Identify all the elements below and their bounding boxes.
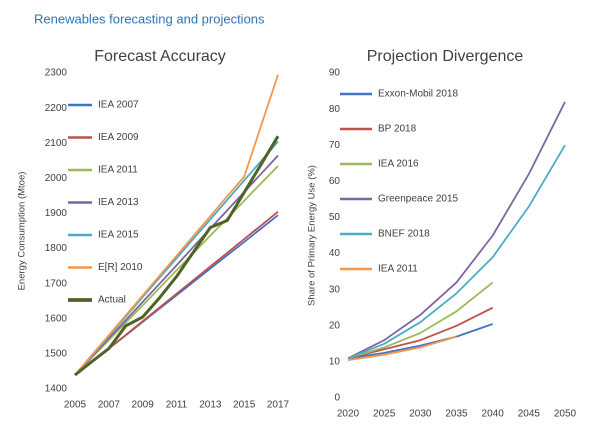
x-tick-label: 2030: [409, 409, 432, 420]
y-tick-label: 1700: [45, 278, 68, 289]
legend-label: Actual: [98, 295, 126, 306]
series-line: [347, 335, 457, 361]
y-tick-label: 2300: [45, 68, 68, 79]
chart-title: Forecast Accuracy: [94, 48, 226, 65]
y-tick-label: 60: [329, 176, 341, 187]
y-axis-label: Energy Consumption (Mtoe): [17, 172, 28, 291]
page-title: Renewables forecasting and projections: [34, 11, 265, 26]
legend-label: IEA 2009: [98, 132, 139, 143]
y-tick-label: 2100: [45, 138, 68, 149]
y-tick-label: 80: [329, 104, 341, 115]
series-line: [347, 306, 494, 360]
legend-label: IEA 2015: [98, 230, 139, 241]
y-tick-label: 2000: [45, 173, 68, 184]
x-tick-label: 2009: [132, 400, 155, 411]
y-tick-label: 50: [329, 212, 341, 223]
series-line: [347, 323, 493, 360]
series-line: [347, 281, 494, 360]
legend-label: IEA 2011: [98, 165, 138, 176]
legend-label: BP 2018: [378, 124, 417, 135]
y-tick-label: 10: [329, 357, 341, 368]
y-tick-label: 1800: [45, 243, 68, 254]
x-tick-label: 2013: [199, 400, 222, 411]
chart-title: Projection Divergence: [367, 48, 524, 65]
y-tick-label: 1600: [45, 313, 68, 324]
legend-label: IEA 2007: [98, 100, 139, 111]
legend-label: IEA 2013: [98, 197, 139, 208]
y-tick-label: 1400: [45, 384, 68, 395]
x-tick-label: 2007: [98, 400, 121, 411]
legend-label: E[R] 2010: [98, 262, 143, 273]
x-tick-label: 2020: [337, 409, 360, 420]
series-line: [347, 144, 566, 360]
y-tick-label: 0: [334, 393, 340, 404]
y-tick-label: 70: [329, 140, 341, 151]
legend-label: IEA 2011: [378, 264, 418, 275]
series-line: [74, 135, 280, 377]
x-tick-label: 2050: [554, 409, 577, 420]
y-tick-label: 40: [329, 248, 341, 259]
x-tick-label: 2005: [64, 400, 87, 411]
series-line: [74, 74, 279, 376]
x-tick-label: 2040: [482, 409, 505, 420]
series-line: [74, 165, 279, 376]
y-tick-label: 1500: [45, 349, 68, 360]
legend-label: Exxon-Mobil 2018: [378, 89, 458, 100]
x-tick-label: 2017: [267, 400, 290, 411]
y-tick-label: 20: [329, 320, 341, 331]
x-tick-label: 2045: [518, 409, 541, 420]
y-tick-label: 1900: [45, 208, 68, 219]
legend-label: Greenpeace 2015: [378, 194, 459, 205]
legend-label: BNEF 2018: [378, 229, 430, 240]
x-tick-label: 2015: [233, 400, 256, 411]
legend-label: IEA 2016: [378, 159, 419, 170]
y-tick-label: 2200: [45, 103, 68, 114]
y-tick-label: 30: [329, 284, 341, 295]
x-tick-label: 2011: [166, 400, 188, 411]
y-axis-label: Share of Primary Energy Use (%): [307, 165, 318, 306]
y-tick-label: 90: [329, 68, 341, 79]
x-tick-label: 2025: [373, 409, 396, 420]
series-line: [347, 101, 566, 360]
x-tick-label: 2035: [445, 409, 468, 420]
